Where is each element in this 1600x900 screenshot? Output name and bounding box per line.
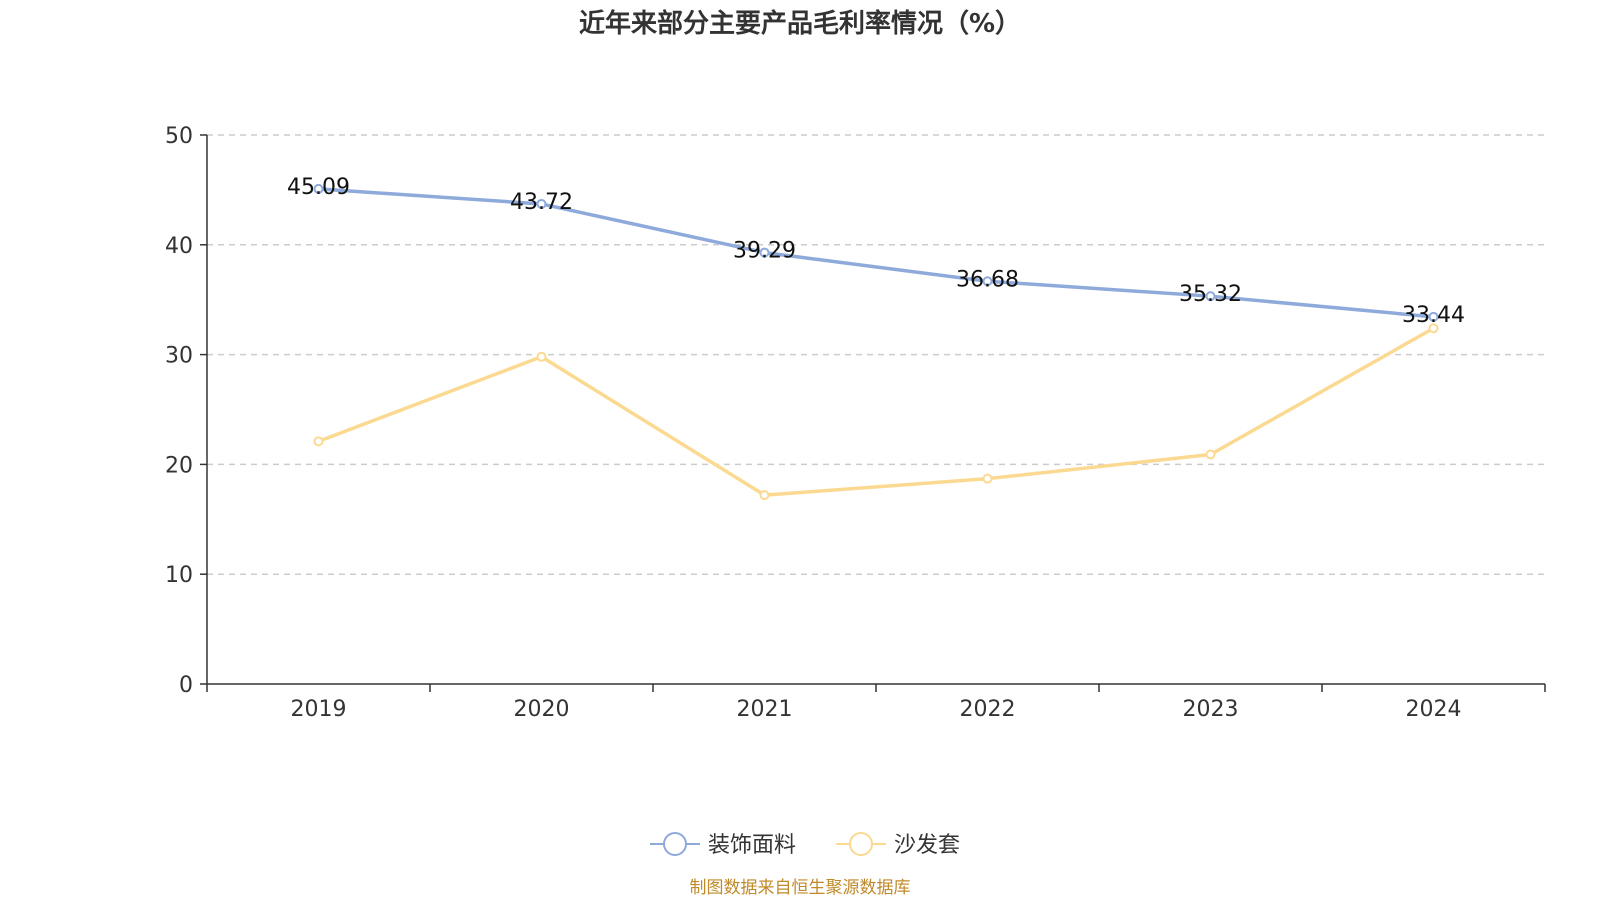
- data-point[interactable]: [1428, 323, 1439, 334]
- grid-lines: [207, 134, 1545, 575]
- data-point[interactable]: [1205, 449, 1216, 460]
- x-tick-label: 2019: [291, 697, 347, 722]
- legend[interactable]: 装饰面料 沙发套: [650, 832, 960, 858]
- data-point[interactable]: [982, 473, 993, 484]
- data-point[interactable]: [1205, 291, 1216, 302]
- y-tick-label: 50: [165, 124, 193, 149]
- data-label: 39.29: [733, 239, 796, 264]
- data-label: 36.68: [956, 267, 1019, 292]
- x-tick-label: 2024: [1406, 697, 1462, 722]
- legend-item-0[interactable]: 装饰面料: [650, 832, 796, 858]
- y-tick-label: 0: [179, 673, 193, 698]
- y-tick-label: 30: [165, 344, 193, 369]
- series-line-1: [317, 326, 1435, 497]
- x-tick-label: 2023: [1183, 697, 1239, 722]
- axes: 0 10 20 30 40 50 2019 2020 2021 2022 2023 2024: [165, 124, 1546, 722]
- legend-circle-icon: [849, 832, 873, 856]
- data-point[interactable]: [759, 247, 770, 258]
- y-tick-label: 10: [165, 563, 193, 588]
- y-tick-label: 40: [165, 234, 193, 259]
- y-tick-label: 20: [165, 453, 193, 478]
- legend-item-1[interactable]: 沙发套: [836, 832, 960, 858]
- data-point[interactable]: [982, 276, 993, 287]
- x-tick-label: 2021: [737, 697, 793, 722]
- legend-label: 装饰面料: [708, 833, 796, 858]
- x-tick-label: 2020: [514, 697, 570, 722]
- data-point[interactable]: [1428, 311, 1439, 322]
- data-label: 35.32: [1179, 282, 1242, 307]
- data-label: 33.44: [1402, 303, 1465, 328]
- chart-title: 近年来部分主要产品毛利率情况（%）: [579, 8, 1021, 39]
- series-line-0: [318, 187, 1434, 319]
- data-point[interactable]: [536, 351, 547, 362]
- data-label: 45.09: [287, 175, 350, 200]
- legend-circle-icon: [663, 832, 687, 856]
- data-point[interactable]: [759, 490, 770, 501]
- data-label: 43.72: [510, 190, 573, 215]
- data-point[interactable]: [313, 436, 324, 447]
- legend-label: 沙发套: [894, 833, 960, 858]
- series-lines: [313, 183, 1439, 501]
- x-tick-label: 2022: [960, 697, 1016, 722]
- data-point[interactable]: [313, 183, 324, 194]
- data-point[interactable]: [536, 198, 547, 209]
- source-note: 制图数据来自恒生聚源数据库: [690, 878, 911, 898]
- data-labels: 45.09 43.72 39.29 36.68 35.32 33.44: [287, 175, 1465, 328]
